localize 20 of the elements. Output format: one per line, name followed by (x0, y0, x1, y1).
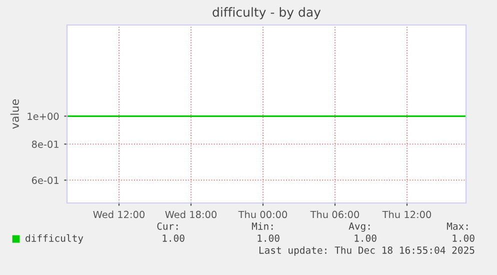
chart-title: difficulty - by day (212, 7, 321, 20)
y-axis-title: value (10, 99, 19, 129)
text: Last update: Thu Dec 18 16:55:04 2025 (259, 246, 474, 256)
y-tick-label: 1e+00 (28, 112, 59, 120)
legend-label: difficulty (26, 234, 84, 244)
x-tick-label: Thu 12:00 (382, 210, 432, 218)
y-tick-label: 6e-01 (32, 176, 58, 184)
text: Max: (446, 222, 468, 230)
text: 1.00 (452, 234, 474, 242)
text: 1.00 (354, 234, 376, 242)
text: Min: (252, 222, 273, 230)
x-tick-label: Wed 18:00 (165, 210, 217, 218)
text: Avg: (348, 222, 370, 232)
x-tick-label: Wed 12:00 (93, 210, 145, 218)
text: 1.00 (258, 234, 280, 242)
text: 1.00 (162, 234, 184, 242)
y-tick-label: 8e-01 (32, 140, 58, 148)
x-tick-label: Thu 06:00 (310, 210, 360, 218)
x-tick-label: Thu 00:00 (238, 210, 288, 218)
text: Cur: (157, 222, 178, 230)
